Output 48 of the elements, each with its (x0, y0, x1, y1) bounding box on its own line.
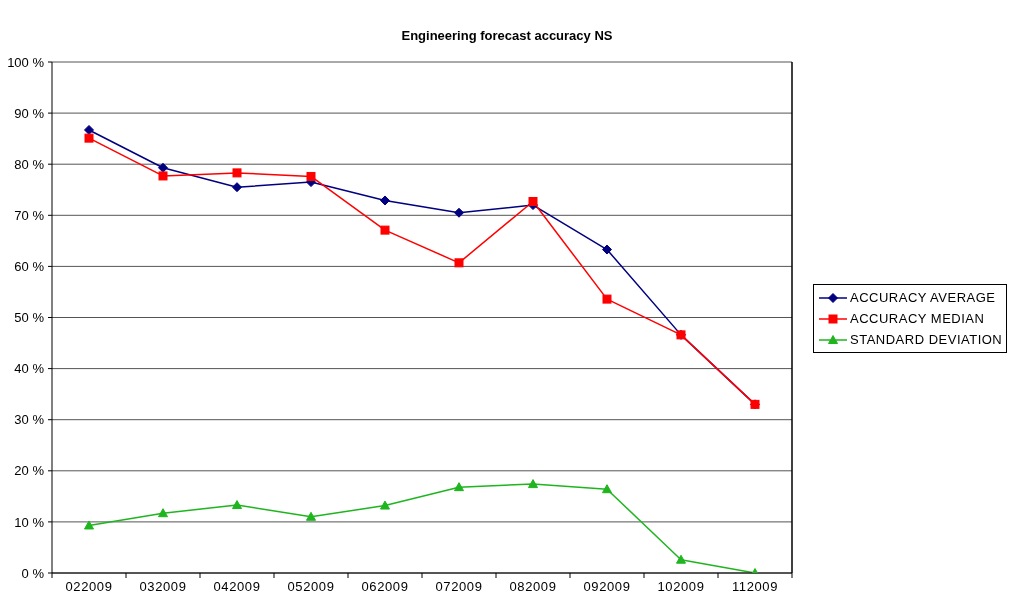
x-tick-label: 052009 (287, 579, 335, 594)
point (602, 484, 612, 494)
y-tick-label: 20 % (14, 463, 45, 479)
point (454, 258, 464, 268)
x-tick-label: 082009 (509, 579, 557, 594)
point (232, 182, 242, 193)
y-tick-label: 30 % (14, 412, 45, 428)
point (380, 195, 390, 206)
y-tick-label: 40 % (14, 361, 45, 377)
point (528, 197, 538, 206)
point (676, 554, 686, 564)
x-tick-label: 022009 (65, 579, 113, 594)
x-tick-label: 042009 (213, 579, 261, 594)
x-tick-label: 102009 (657, 579, 705, 594)
point (84, 520, 94, 530)
x-tick-label: 032009 (139, 579, 187, 594)
point (306, 511, 316, 521)
legend-label: ACCURACY MEDIAN (850, 311, 985, 326)
legend-label: ACCURACY AVERAGE (850, 290, 996, 305)
y-tick-label: 100 % (7, 54, 45, 70)
point (158, 508, 168, 518)
point (454, 482, 464, 492)
chart-title: Engineering forecast accuracy NS (400, 28, 614, 43)
y-tick-label: 80 % (14, 156, 45, 172)
y-tick-label: 50 % (14, 310, 45, 326)
point (528, 479, 538, 489)
y-tick-label: 60 % (14, 259, 45, 275)
point (602, 244, 612, 255)
y-tick-label: 10 % (14, 514, 45, 530)
point (454, 207, 464, 218)
point (232, 168, 242, 178)
point (602, 294, 612, 304)
point (380, 225, 390, 235)
x-tick-label: 062009 (361, 579, 409, 594)
legend-label: STANDARD DEVIATION (850, 332, 1003, 347)
point (306, 171, 316, 181)
x-tick-label: 092009 (583, 579, 631, 594)
y-tick-label: 90 % (14, 105, 45, 121)
point (84, 124, 94, 135)
x-tick-label: 112009 (731, 579, 779, 594)
point (232, 500, 242, 510)
point (158, 162, 168, 173)
point (84, 133, 94, 143)
x-tick-label: 072009 (435, 579, 483, 594)
point (380, 500, 390, 510)
y-tick-label: 0 % (21, 565, 45, 581)
y-tick-label: 70 % (14, 207, 45, 223)
point (158, 171, 168, 181)
